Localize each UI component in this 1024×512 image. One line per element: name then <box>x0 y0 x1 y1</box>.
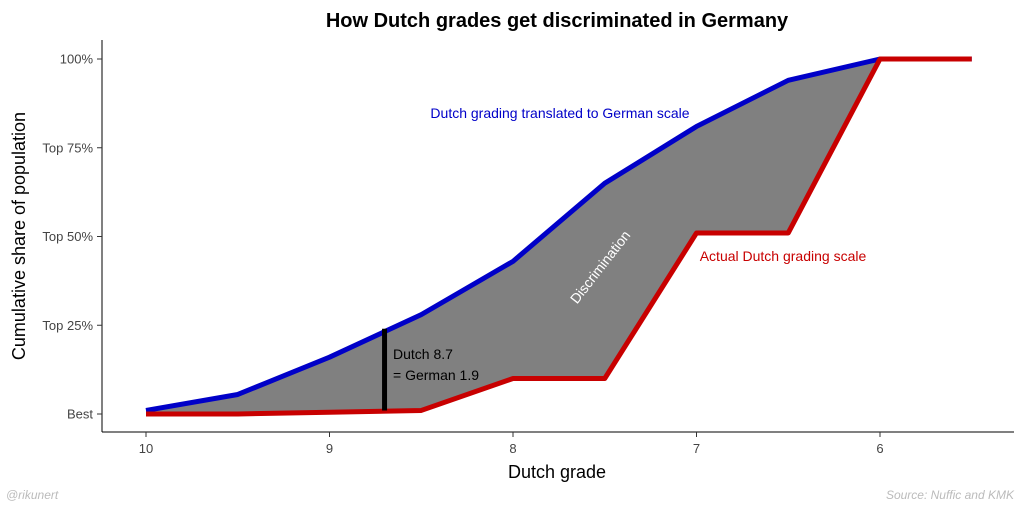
series-label-german-scale: Dutch grading translated to German scale <box>430 105 689 121</box>
y-tick-label: Top 50% <box>42 229 93 244</box>
x-tick-label: 8 <box>509 441 516 456</box>
x-tick-label: 10 <box>139 441 153 456</box>
y-tick-label: 100% <box>60 52 94 67</box>
discrimination-area <box>146 59 972 414</box>
x-tick-label: 9 <box>326 441 333 456</box>
chart-title: How Dutch grades get discriminated in Ge… <box>326 10 789 32</box>
series-line-1 <box>146 56 972 417</box>
series-label-dutch-scale: Actual Dutch grading scale <box>700 248 867 264</box>
y-tick-label: Best <box>67 407 93 422</box>
plot-area <box>145 56 972 417</box>
y-axis-ticks: Best Top 25% Top 50% Top 75% 100% <box>42 52 102 422</box>
x-axis-ticks: 10 9 8 7 6 <box>139 432 884 456</box>
x-tick-label: 6 <box>876 441 883 456</box>
y-tick-label: Top 75% <box>42 140 93 155</box>
y-axis-title: Cumulative share of population <box>9 112 29 360</box>
series-line-0 <box>145 56 972 413</box>
y-tick-label: Top 25% <box>42 318 93 333</box>
caption-source: Source: Nuffic and KMK <box>886 488 1015 502</box>
annotation-dutch-grade: Dutch 8.7 <box>393 346 453 362</box>
annotation-german-grade: = German 1.9 <box>393 367 479 383</box>
x-tick-label: 7 <box>693 441 700 456</box>
x-axis-title: Dutch grade <box>508 462 606 482</box>
caption-author: @rikunert <box>6 488 59 502</box>
